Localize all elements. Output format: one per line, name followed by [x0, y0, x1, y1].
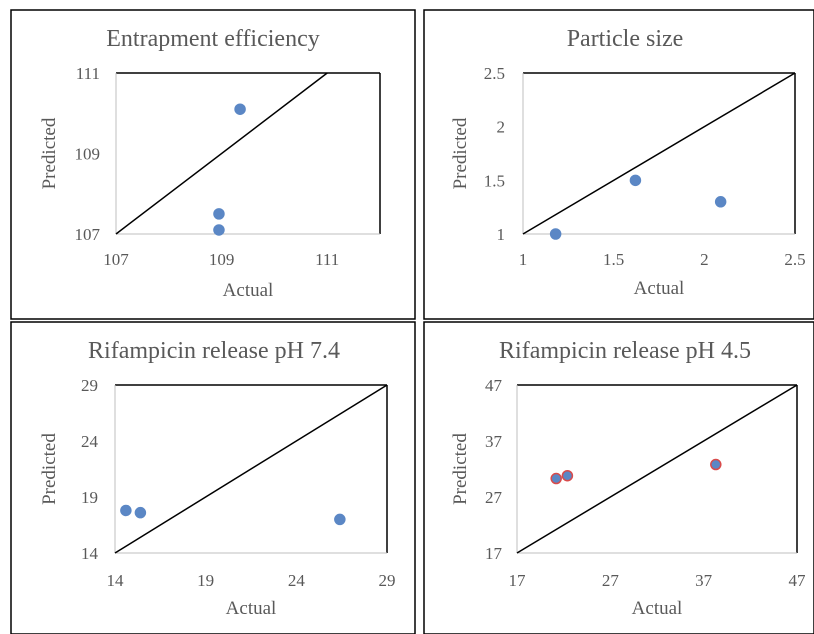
y-tick-label: 19	[81, 488, 98, 507]
data-point	[561, 469, 574, 482]
chart-panel-4: Rifampicin release pH 4.5 17 27 37 47 17 27 37 4…	[423, 321, 814, 634]
y-tick-label: 29	[81, 376, 98, 395]
data-point	[710, 458, 722, 471]
data-point	[134, 506, 147, 519]
y-tick-label: 27	[485, 488, 503, 507]
x-tick-label: 1	[519, 250, 528, 269]
y-tick-label: 37	[485, 432, 503, 451]
x-axis-title: Actual	[226, 598, 277, 619]
y-tick-label: 2.5	[484, 64, 505, 83]
panel-frame	[423, 9, 814, 320]
data-point	[714, 196, 727, 208]
x-axis-title: Actual	[634, 278, 685, 299]
data-point	[549, 228, 562, 240]
y-tick-label: 17	[485, 544, 503, 563]
y-tick-label: 1	[497, 225, 506, 244]
y-tick-label: 24	[81, 432, 99, 451]
x-tick-label: 14	[107, 571, 125, 590]
x-tick-label: 24	[288, 571, 306, 590]
x-axis-title: Actual	[223, 280, 274, 301]
reference-line	[115, 72, 328, 235]
y-tick-label: 111	[76, 64, 100, 83]
reference-line	[516, 384, 798, 554]
chart-panel-3: Rifampicin release pH 7.4 14 19 24 29 14 19 24 2…	[10, 321, 416, 634]
x-tick-label: 1.5	[603, 250, 624, 269]
data-point	[213, 224, 225, 236]
reference-line	[114, 384, 388, 554]
y-tick-label: 14	[81, 544, 99, 563]
panel-frame	[10, 9, 416, 320]
y-tick-label: 1.5	[484, 171, 505, 190]
chart-title: Entrapment efficiency	[106, 26, 319, 52]
data-point	[213, 208, 225, 220]
chart-title: Rifampicin release pH 7.4	[88, 338, 340, 364]
x-axis-title: Actual	[632, 598, 683, 619]
y-axis-title: Predicted	[39, 117, 60, 189]
y-tick-label: 2	[497, 118, 506, 137]
data-point	[234, 103, 246, 115]
panel-frame	[10, 321, 416, 634]
data-point	[629, 174, 642, 187]
x-tick-label: 37	[695, 571, 713, 590]
chart-panel-1: Entrapment efficiency 107 109 111 107 109 111 A…	[10, 9, 416, 320]
chart-title: Particle size	[567, 26, 684, 52]
chart-title: Rifampicin release pH 4.5	[499, 338, 751, 364]
x-tick-label: 17	[509, 571, 527, 590]
x-tick-label: 29	[379, 571, 396, 590]
panel-frame	[423, 321, 814, 634]
x-tick-label: 19	[197, 571, 214, 590]
y-axis-title: Predicted	[450, 117, 471, 189]
chart-panel-2: Particle size 1 1.5 2 2.5 1 1.5 2 2.5 Actual Predi…	[423, 9, 814, 320]
x-tick-label: 111	[315, 250, 339, 269]
y-axis-title: Predicted	[450, 433, 471, 505]
x-tick-label: 2.5	[784, 250, 805, 269]
x-tick-label: 109	[209, 250, 235, 269]
x-tick-label: 107	[103, 250, 129, 269]
y-tick-label: 47	[485, 376, 503, 395]
y-tick-label: 107	[75, 225, 101, 244]
data-point	[120, 504, 132, 517]
x-tick-label: 27	[602, 571, 620, 590]
x-tick-label: 47	[789, 571, 807, 590]
data-point	[550, 472, 562, 485]
y-tick-label: 109	[75, 145, 101, 164]
data-point	[334, 513, 346, 526]
y-axis-title: Predicted	[39, 433, 60, 505]
x-tick-label: 2	[700, 250, 709, 269]
reference-line	[522, 72, 796, 235]
